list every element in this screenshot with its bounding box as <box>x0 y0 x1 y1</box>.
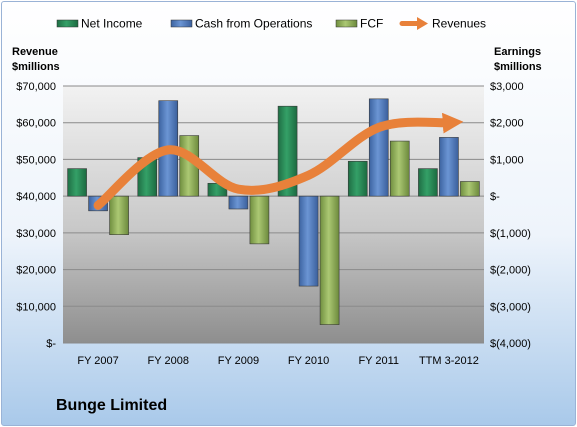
bar-net-income <box>277 105 298 197</box>
legend-label-net-income: Net Income <box>81 17 143 31</box>
bar-cash-from-operations <box>298 195 319 287</box>
left-axis-ticks: $- $10,000 $20,000 $30,000 $40,000 $50,000 $60… <box>16 81 56 350</box>
legend-label-cash-from-operations: Cash from Operations <box>195 17 312 31</box>
x-tick-label: TTM 3-2012 <box>419 355 479 367</box>
right-axis-title: Earnings $millions <box>494 46 542 73</box>
left-axis-title-line: $millions <box>12 61 60 73</box>
bar-fcf <box>460 181 480 197</box>
legend-swatch-net-income <box>56 19 79 28</box>
bar-fcf <box>249 195 270 245</box>
right-tick-label: $(4,000) <box>490 338 531 350</box>
bar-cash-from-operations <box>228 195 249 210</box>
left-axis-title-line: Revenue <box>12 46 58 58</box>
left-tick-label: $10,000 <box>16 301 56 313</box>
left-tick-label: $70,000 <box>16 81 56 93</box>
legend-swatch-fcf <box>335 19 358 28</box>
bar-net-income <box>67 168 87 197</box>
plot-area <box>63 86 484 343</box>
right-tick-label: $2,000 <box>490 118 524 130</box>
revenues-line <box>93 112 464 210</box>
legend-label-fcf: FCF <box>360 17 383 31</box>
left-tick-label: $30,000 <box>16 228 56 240</box>
revenues-line-path <box>93 112 464 210</box>
left-tick-label: $40,000 <box>16 191 56 203</box>
x-tick-label: FY 2009 <box>218 355 259 367</box>
bars <box>67 98 480 325</box>
right-tick-label: $(1,000) <box>490 228 531 240</box>
legend-arrow-icon <box>417 17 428 30</box>
legend: Net Income Cash from Operations FCF Revenue… <box>56 17 486 31</box>
x-tick-label: FY 2007 <box>77 355 118 367</box>
x-tick-label: FY 2011 <box>358 355 399 367</box>
right-axis-ticks: $(4,000) $(3,000) $(2,000) $(1,000) $- $1,000… <box>490 81 531 350</box>
left-tick-label: $- <box>46 338 56 350</box>
bar-cash-from-operations <box>439 137 459 197</box>
bar-fcf <box>319 195 340 325</box>
bar-fcf <box>109 195 129 235</box>
right-axis-title-line: $millions <box>494 61 542 73</box>
x-tick-label: FY 2010 <box>288 355 329 367</box>
bar-cash-from-operations <box>368 98 389 197</box>
left-tick-label: $60,000 <box>16 118 56 130</box>
left-tick-label: $50,000 <box>16 154 56 166</box>
bar-fcf <box>389 140 410 197</box>
right-tick-label: $(3,000) <box>490 301 531 313</box>
right-axis-title-line: Earnings <box>494 46 541 58</box>
right-tick-label: $(2,000) <box>490 265 531 277</box>
right-tick-label: $- <box>490 191 500 203</box>
bar-net-income <box>418 168 438 197</box>
left-tick-label: $20,000 <box>16 265 56 277</box>
legend-swatch-cash-from-operations <box>170 19 193 28</box>
bar-net-income <box>347 160 368 197</box>
x-axis-ticks: FY 2007 FY 2008 FY 2009 FY 2010 FY 2011 TTM 3… <box>77 355 478 367</box>
x-tick-label: FY 2008 <box>148 355 189 367</box>
company-name: Bunge Limited <box>56 397 168 414</box>
left-axis-title: Revenue $millions <box>12 46 60 73</box>
gridlines <box>63 85 484 344</box>
right-tick-label: $1,000 <box>490 154 524 166</box>
legend-label-revenues: Revenues <box>432 17 486 31</box>
right-tick-label: $3,000 <box>490 81 524 93</box>
